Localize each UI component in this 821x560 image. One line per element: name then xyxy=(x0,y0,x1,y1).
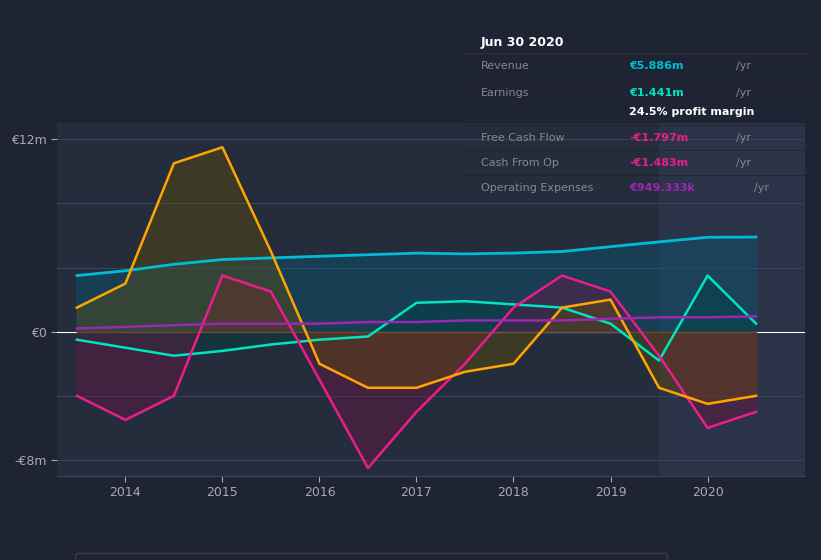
Text: Jun 30 2020: Jun 30 2020 xyxy=(481,36,565,49)
Text: /yr: /yr xyxy=(736,158,751,167)
Text: /yr: /yr xyxy=(736,133,751,143)
Text: Free Cash Flow: Free Cash Flow xyxy=(481,133,565,143)
Text: Operating Expenses: Operating Expenses xyxy=(481,183,594,193)
Text: /yr: /yr xyxy=(736,61,751,71)
Text: €949.333k: €949.333k xyxy=(630,183,695,193)
Text: Revenue: Revenue xyxy=(481,61,530,71)
Text: -€1.483m: -€1.483m xyxy=(630,158,689,167)
Text: /yr: /yr xyxy=(736,88,751,98)
Bar xyxy=(659,123,805,476)
Text: Cash From Op: Cash From Op xyxy=(481,158,559,167)
Text: €1.441m: €1.441m xyxy=(630,88,684,98)
Text: -€1.797m: -€1.797m xyxy=(630,133,689,143)
Text: 24.5% profit margin: 24.5% profit margin xyxy=(630,108,754,118)
Text: €5.886m: €5.886m xyxy=(630,61,684,71)
Text: Earnings: Earnings xyxy=(481,88,530,98)
Text: /yr: /yr xyxy=(754,183,768,193)
Legend: Revenue, Earnings, Free Cash Flow, Cash From Op, Operating Expenses: Revenue, Earnings, Free Cash Flow, Cash … xyxy=(75,553,667,560)
